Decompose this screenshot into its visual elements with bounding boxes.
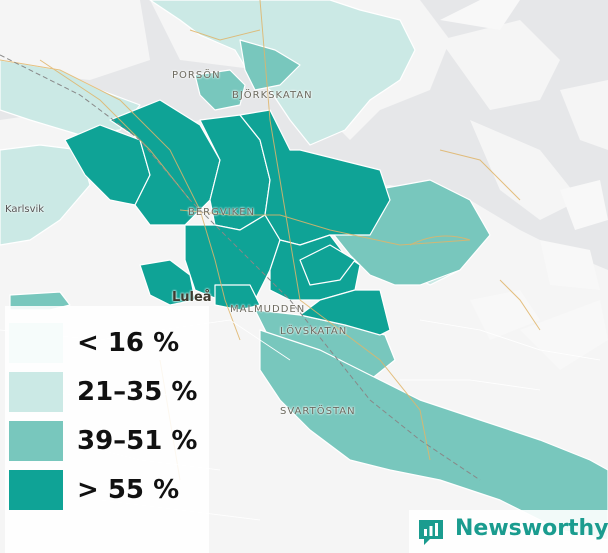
district-dark-6 xyxy=(139,259,196,306)
district-dark-8 xyxy=(299,289,391,336)
place-label-lulea: Luleå xyxy=(172,290,212,305)
islands xyxy=(440,0,608,370)
district-dark-4 xyxy=(239,109,391,246)
district-medium-bjorkskatan xyxy=(239,39,301,91)
district-dark-9 xyxy=(299,244,356,286)
legend-label: 39–51 % xyxy=(77,426,198,456)
roads xyxy=(0,0,541,481)
districts[interactable] xyxy=(0,0,608,541)
legend-swatch xyxy=(9,470,63,510)
legend-swatch xyxy=(9,323,63,363)
legend-item: < 16 % xyxy=(9,323,209,363)
legend-item: 21–35 % xyxy=(9,372,209,412)
place-label-karlsvik: Karlsvik xyxy=(5,204,45,215)
place-label-lovskatan: LÖVSKATAN xyxy=(280,326,348,337)
brand-name: Newsworthy xyxy=(455,516,608,541)
place-label-svartostan: SVARTÖSTAN xyxy=(280,406,356,417)
legend-label: < 16 % xyxy=(77,328,180,358)
place-label-bjorkskatan: BJÖRKSKATAN xyxy=(232,90,313,101)
map-legend: < 16 % 21–35 % 39–51 % > 55 % xyxy=(5,306,209,553)
district-medium-porson xyxy=(194,69,246,111)
legend-swatch xyxy=(9,372,63,412)
legend-label: > 55 % xyxy=(77,475,180,505)
place-label-porson: PORSÖN xyxy=(172,70,221,81)
place-label-malmudden: MALMUDDEN xyxy=(230,304,306,315)
legend-label: 21–35 % xyxy=(77,377,198,407)
brand-badge[interactable]: Newsworthy xyxy=(409,510,608,553)
bar-chart-speech-bubble-icon xyxy=(419,520,443,545)
district-light-west xyxy=(0,144,91,246)
legend-item: > 55 % xyxy=(9,470,209,510)
legend-swatch xyxy=(9,421,63,461)
place-label-bergviken: BERGVIKEN xyxy=(188,207,256,218)
legend-item: 39–51 % xyxy=(9,421,209,461)
railway xyxy=(0,54,481,481)
